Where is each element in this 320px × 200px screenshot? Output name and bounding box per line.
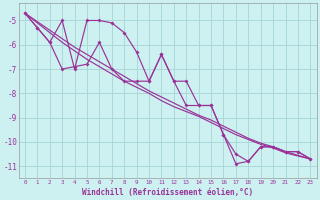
X-axis label: Windchill (Refroidissement éolien,°C): Windchill (Refroidissement éolien,°C) [82, 188, 253, 197]
